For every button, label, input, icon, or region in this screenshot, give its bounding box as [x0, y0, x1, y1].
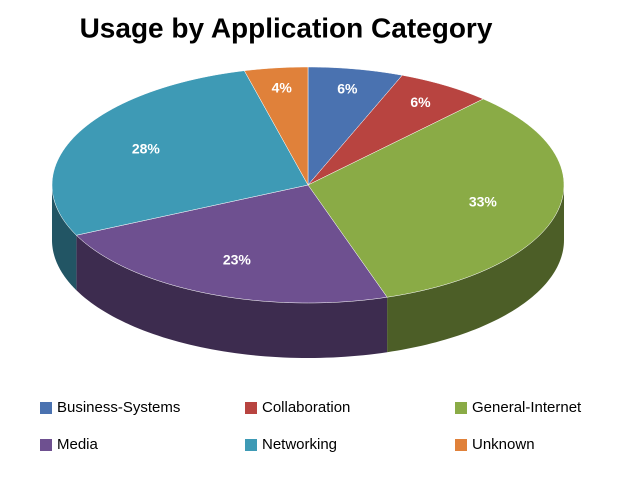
legend-swatch	[455, 439, 467, 451]
legend-swatch	[40, 402, 52, 414]
slice-side	[387, 185, 564, 353]
legend-label: Networking	[262, 436, 337, 453]
legend-swatch	[40, 439, 52, 451]
legend-label: General-Internet	[472, 399, 582, 416]
slice	[75, 184, 388, 304]
legend-label: Unknown	[472, 436, 535, 453]
value-label: 23%	[223, 252, 252, 268]
value-label: 28%	[132, 141, 161, 157]
legend-swatch	[245, 402, 257, 414]
slice	[307, 66, 403, 186]
slice	[51, 70, 309, 236]
slice	[243, 66, 309, 186]
chart-title: Usage by Application Category	[80, 12, 493, 43]
slice	[307, 75, 484, 186]
legend-label: Business-Systems	[57, 399, 180, 416]
slice-side	[76, 235, 388, 358]
legend-swatch	[455, 402, 467, 414]
slice-side	[52, 185, 77, 291]
value-label: 6%	[337, 81, 358, 97]
value-label: 4%	[272, 80, 293, 96]
legend-label: Media	[57, 436, 99, 453]
slice	[307, 98, 565, 298]
legend-label: Collaboration	[262, 399, 350, 416]
value-label: 33%	[469, 194, 498, 210]
value-label: 6%	[410, 94, 431, 110]
legend-swatch	[245, 439, 257, 451]
